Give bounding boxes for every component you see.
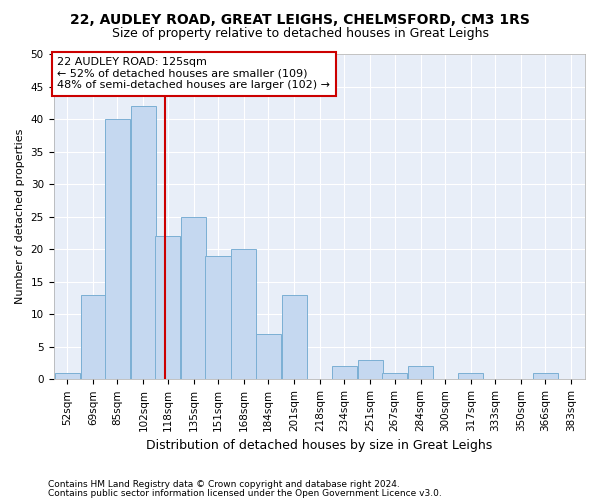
- Bar: [256, 334, 281, 380]
- X-axis label: Distribution of detached houses by size in Great Leighs: Distribution of detached houses by size …: [146, 440, 493, 452]
- Bar: [458, 373, 484, 380]
- Bar: [80, 294, 106, 380]
- Bar: [205, 256, 230, 380]
- Bar: [155, 236, 181, 380]
- Bar: [131, 106, 156, 380]
- Bar: [382, 373, 407, 380]
- Bar: [181, 216, 206, 380]
- Bar: [358, 360, 383, 380]
- Text: Contains public sector information licensed under the Open Government Licence v3: Contains public sector information licen…: [48, 489, 442, 498]
- Text: Contains HM Land Registry data © Crown copyright and database right 2024.: Contains HM Land Registry data © Crown c…: [48, 480, 400, 489]
- Y-axis label: Number of detached properties: Number of detached properties: [15, 129, 25, 304]
- Text: 22, AUDLEY ROAD, GREAT LEIGHS, CHELMSFORD, CM3 1RS: 22, AUDLEY ROAD, GREAT LEIGHS, CHELMSFOR…: [70, 12, 530, 26]
- Bar: [281, 294, 307, 380]
- Bar: [408, 366, 433, 380]
- Bar: [332, 366, 357, 380]
- Bar: [232, 249, 256, 380]
- Bar: [55, 373, 80, 380]
- Text: Size of property relative to detached houses in Great Leighs: Size of property relative to detached ho…: [112, 28, 488, 40]
- Bar: [105, 119, 130, 380]
- Text: 22 AUDLEY ROAD: 125sqm
← 52% of detached houses are smaller (109)
48% of semi-de: 22 AUDLEY ROAD: 125sqm ← 52% of detached…: [58, 58, 331, 90]
- Bar: [533, 373, 558, 380]
